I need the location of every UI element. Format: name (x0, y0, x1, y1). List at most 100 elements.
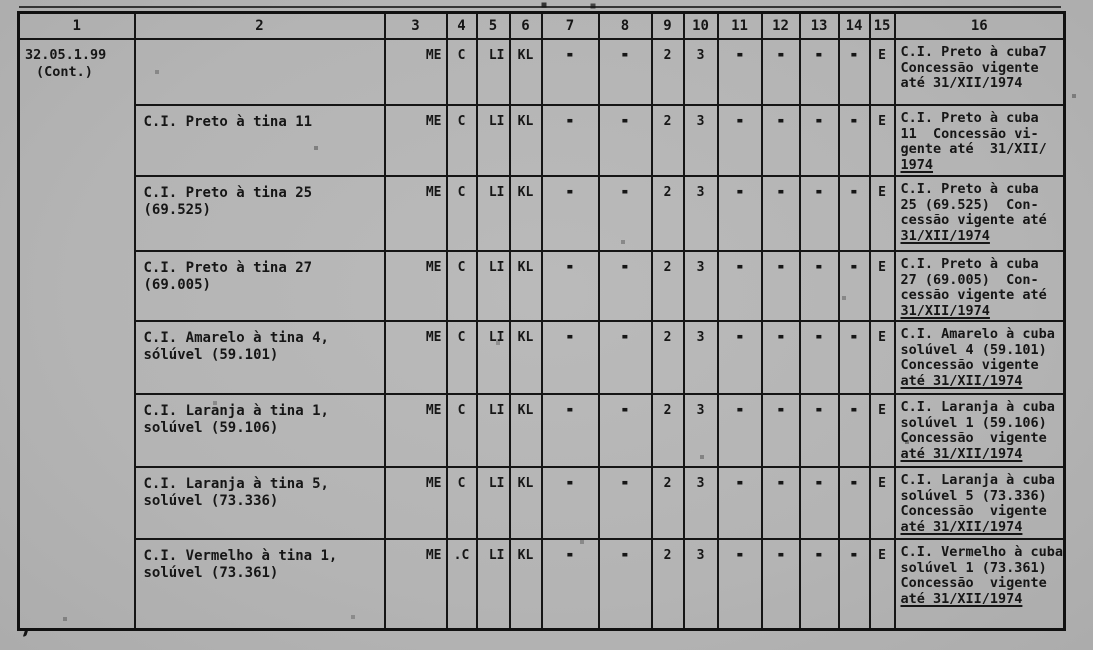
value-cell: - (760, 466, 801, 540)
value-cell: - (837, 250, 871, 322)
value-text: 2 (663, 330, 672, 345)
value-text: E (878, 330, 886, 345)
dash-mark: - (849, 253, 859, 282)
value-cell: C (445, 250, 478, 322)
substance-name-line: (69.525) (143, 202, 211, 218)
value-cell: - (716, 538, 763, 630)
value-text: 3 (696, 330, 705, 345)
value-cell: 2 (650, 250, 685, 322)
value-cell: - (798, 466, 840, 540)
substance-name-cell: C.I. Vermelho à tina 1, solúvel (73.361) (133, 538, 386, 630)
column-header: 15 (868, 11, 896, 40)
value-cell: .C (445, 538, 478, 630)
value-text: C (457, 185, 466, 200)
concession-desc-line: Concessão vigente (900, 59, 1039, 76)
dash-mark: - (849, 541, 859, 570)
value-cell: - (837, 104, 871, 177)
dash-mark: - (814, 107, 824, 136)
value-text: C (457, 48, 466, 63)
value-cell: 3 (682, 250, 719, 322)
substance-name-line: solúvel (73.361) (143, 565, 279, 581)
column-header: 3 (383, 11, 448, 40)
concession-desc-cell: C.I. Laranja à cuba solúvel 5 (73.336) Con… (893, 466, 1066, 540)
value-cell: - (540, 104, 600, 177)
dash-mark: - (849, 323, 859, 352)
value-cell: E (868, 393, 896, 468)
concession-desc-line: 1974 (900, 156, 934, 173)
concession-desc-line: C.I. Vermelho à cuba (900, 544, 1064, 560)
column-header: 6 (508, 11, 543, 40)
value-text: KL (517, 114, 534, 129)
value-text: LI (488, 476, 505, 491)
value-cell: E (868, 250, 896, 322)
concession-desc-line: solúvel 1 (59.106) (900, 414, 1047, 431)
header-row: 1 2 3 4 5 6 7 8 9 10 11 12 13 14 15 16 (17, 11, 1066, 40)
value-text: LI (488, 260, 505, 275)
value-cell: - (760, 104, 801, 177)
value-cell: LI (475, 538, 511, 630)
substance-name-cell: C.I. Amarelo à tina 4, sólúvel (59.101) (133, 320, 386, 395)
dash-mark: - (565, 178, 575, 207)
substance-name-line: C.I. Laranja à tina 1, (143, 403, 329, 419)
dash-mark: - (620, 469, 630, 498)
value-cell: KL (508, 175, 543, 252)
dash-mark: - (565, 41, 575, 70)
value-cell: LI (475, 320, 511, 395)
concession-desc-line: Concessão vigente (900, 503, 1047, 519)
value-text: ME (425, 548, 442, 563)
value-text: E (878, 548, 886, 563)
dash-mark: - (814, 178, 824, 207)
substance-name-cell: C.I. Preto à tina 25 (69.525) (133, 175, 386, 252)
concession-desc-line: C.I. Preto à cuba (900, 110, 1039, 126)
concession-desc-line: solúvel 4 (59.101) (900, 341, 1047, 358)
concession-desc-line: gente até 31/XII/ (900, 141, 1047, 157)
value-cell: - (597, 104, 653, 177)
dash-mark: - (620, 178, 630, 207)
value-cell: ME (383, 38, 448, 106)
value-cell: - (597, 175, 653, 252)
dash-mark: - (849, 178, 859, 207)
dash-mark: - (775, 107, 786, 136)
value-cell: - (798, 538, 840, 630)
scan-double-line (19, 6, 1061, 8)
value-text: ME (425, 260, 442, 275)
value-text: E (878, 403, 886, 418)
substance-name-line: sólúvel (59.101) (143, 347, 279, 363)
value-cell: ME (383, 393, 448, 468)
dash-mark: - (565, 323, 575, 352)
value-cell: C (445, 104, 478, 177)
value-text: LI (488, 185, 505, 200)
value-cell: - (798, 250, 840, 322)
value-text: 3 (696, 48, 705, 63)
value-cell: KL (508, 38, 543, 106)
value-text: E (878, 260, 886, 275)
value-text: 3 (696, 260, 705, 275)
column-header: 4 (445, 11, 478, 40)
concession-desc-cell: C.I. Vermelho à cuba solúvel 1 (73.361) Co… (893, 538, 1066, 630)
column-header: 2 (133, 11, 386, 40)
concession-desc-line: até 31/XII/1974 (900, 590, 1023, 607)
value-cell: - (716, 175, 763, 252)
value-cell: - (760, 250, 801, 322)
column-header: 9 (650, 11, 685, 40)
column-header: 13 (798, 11, 840, 40)
value-cell: - (798, 393, 840, 468)
value-cell: - (760, 538, 801, 630)
value-cell: ME (383, 466, 448, 540)
value-cell: - (716, 104, 763, 177)
column-header: 8 (597, 11, 653, 40)
value-cell: E (868, 466, 896, 540)
value-cell: 2 (650, 175, 685, 252)
value-cell: - (837, 320, 871, 395)
concession-desc-line: C.I. Preto à cuba (900, 256, 1039, 272)
heading-code: 32.05.1.99 (25, 47, 107, 63)
dash-mark: - (814, 41, 824, 70)
value-text: 2 (663, 476, 672, 491)
value-cell: KL (508, 320, 543, 395)
dash-mark: - (775, 541, 786, 570)
value-cell: ME (383, 175, 448, 252)
heading-code-cell: 32.05.1.99 (Cont.) (17, 38, 136, 629)
value-text: KL (517, 330, 534, 345)
value-text: LI (488, 330, 505, 345)
value-cell: - (540, 250, 600, 322)
